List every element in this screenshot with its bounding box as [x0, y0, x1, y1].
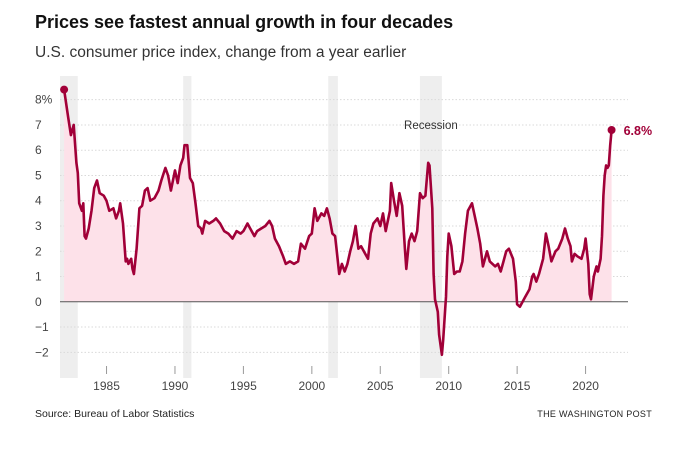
recession-band-2: [328, 76, 338, 378]
y-tick-label: 3: [35, 219, 42, 233]
x-tick-label: 2005: [367, 379, 394, 393]
x-tick-label: 2010: [435, 379, 462, 393]
y-tick-label: 5: [35, 168, 42, 182]
x-tick-label: 2000: [298, 379, 325, 393]
y-tick-label: 6: [35, 143, 42, 157]
publisher-credit: THE WASHINGTON POST: [537, 409, 652, 419]
end-value-label: 6.8%: [624, 124, 653, 138]
cpi-area-fill: [64, 89, 612, 355]
y-axis-ticks: −2 −1 0 1 2 3 4 5 6 7 8%: [35, 93, 53, 360]
recession-label: Recession: [404, 120, 458, 132]
chart-subtitle: U.S. consumer price index, change from a…: [35, 44, 407, 61]
x-axis-ticks: 1985 1990 1995 2000 2005 2010 2015 2020: [93, 366, 599, 393]
y-tick-label: −2: [35, 345, 49, 359]
y-tick-label: 0: [35, 295, 42, 309]
source-note: Source: Bureau of Labor Statistics: [35, 408, 195, 420]
y-tick-label: 8%: [35, 93, 53, 107]
x-tick-label: 2015: [504, 379, 531, 393]
x-tick-label: 1985: [93, 379, 120, 393]
chart-title: Prices see fastest annual growth in four…: [35, 12, 454, 32]
end-point-marker: [607, 126, 616, 134]
cpi-line: [62, 89, 613, 357]
y-tick-label: 2: [35, 244, 42, 258]
y-tick-label: 1: [35, 270, 42, 284]
y-tick-label: 4: [35, 194, 42, 208]
y-tick-label: 7: [35, 118, 42, 132]
x-tick-label: 1995: [230, 379, 257, 393]
y-tick-label: −1: [35, 320, 49, 334]
x-tick-label: 2020: [572, 379, 599, 393]
x-tick-label: 1990: [162, 379, 189, 393]
start-point-marker: [60, 85, 69, 94]
